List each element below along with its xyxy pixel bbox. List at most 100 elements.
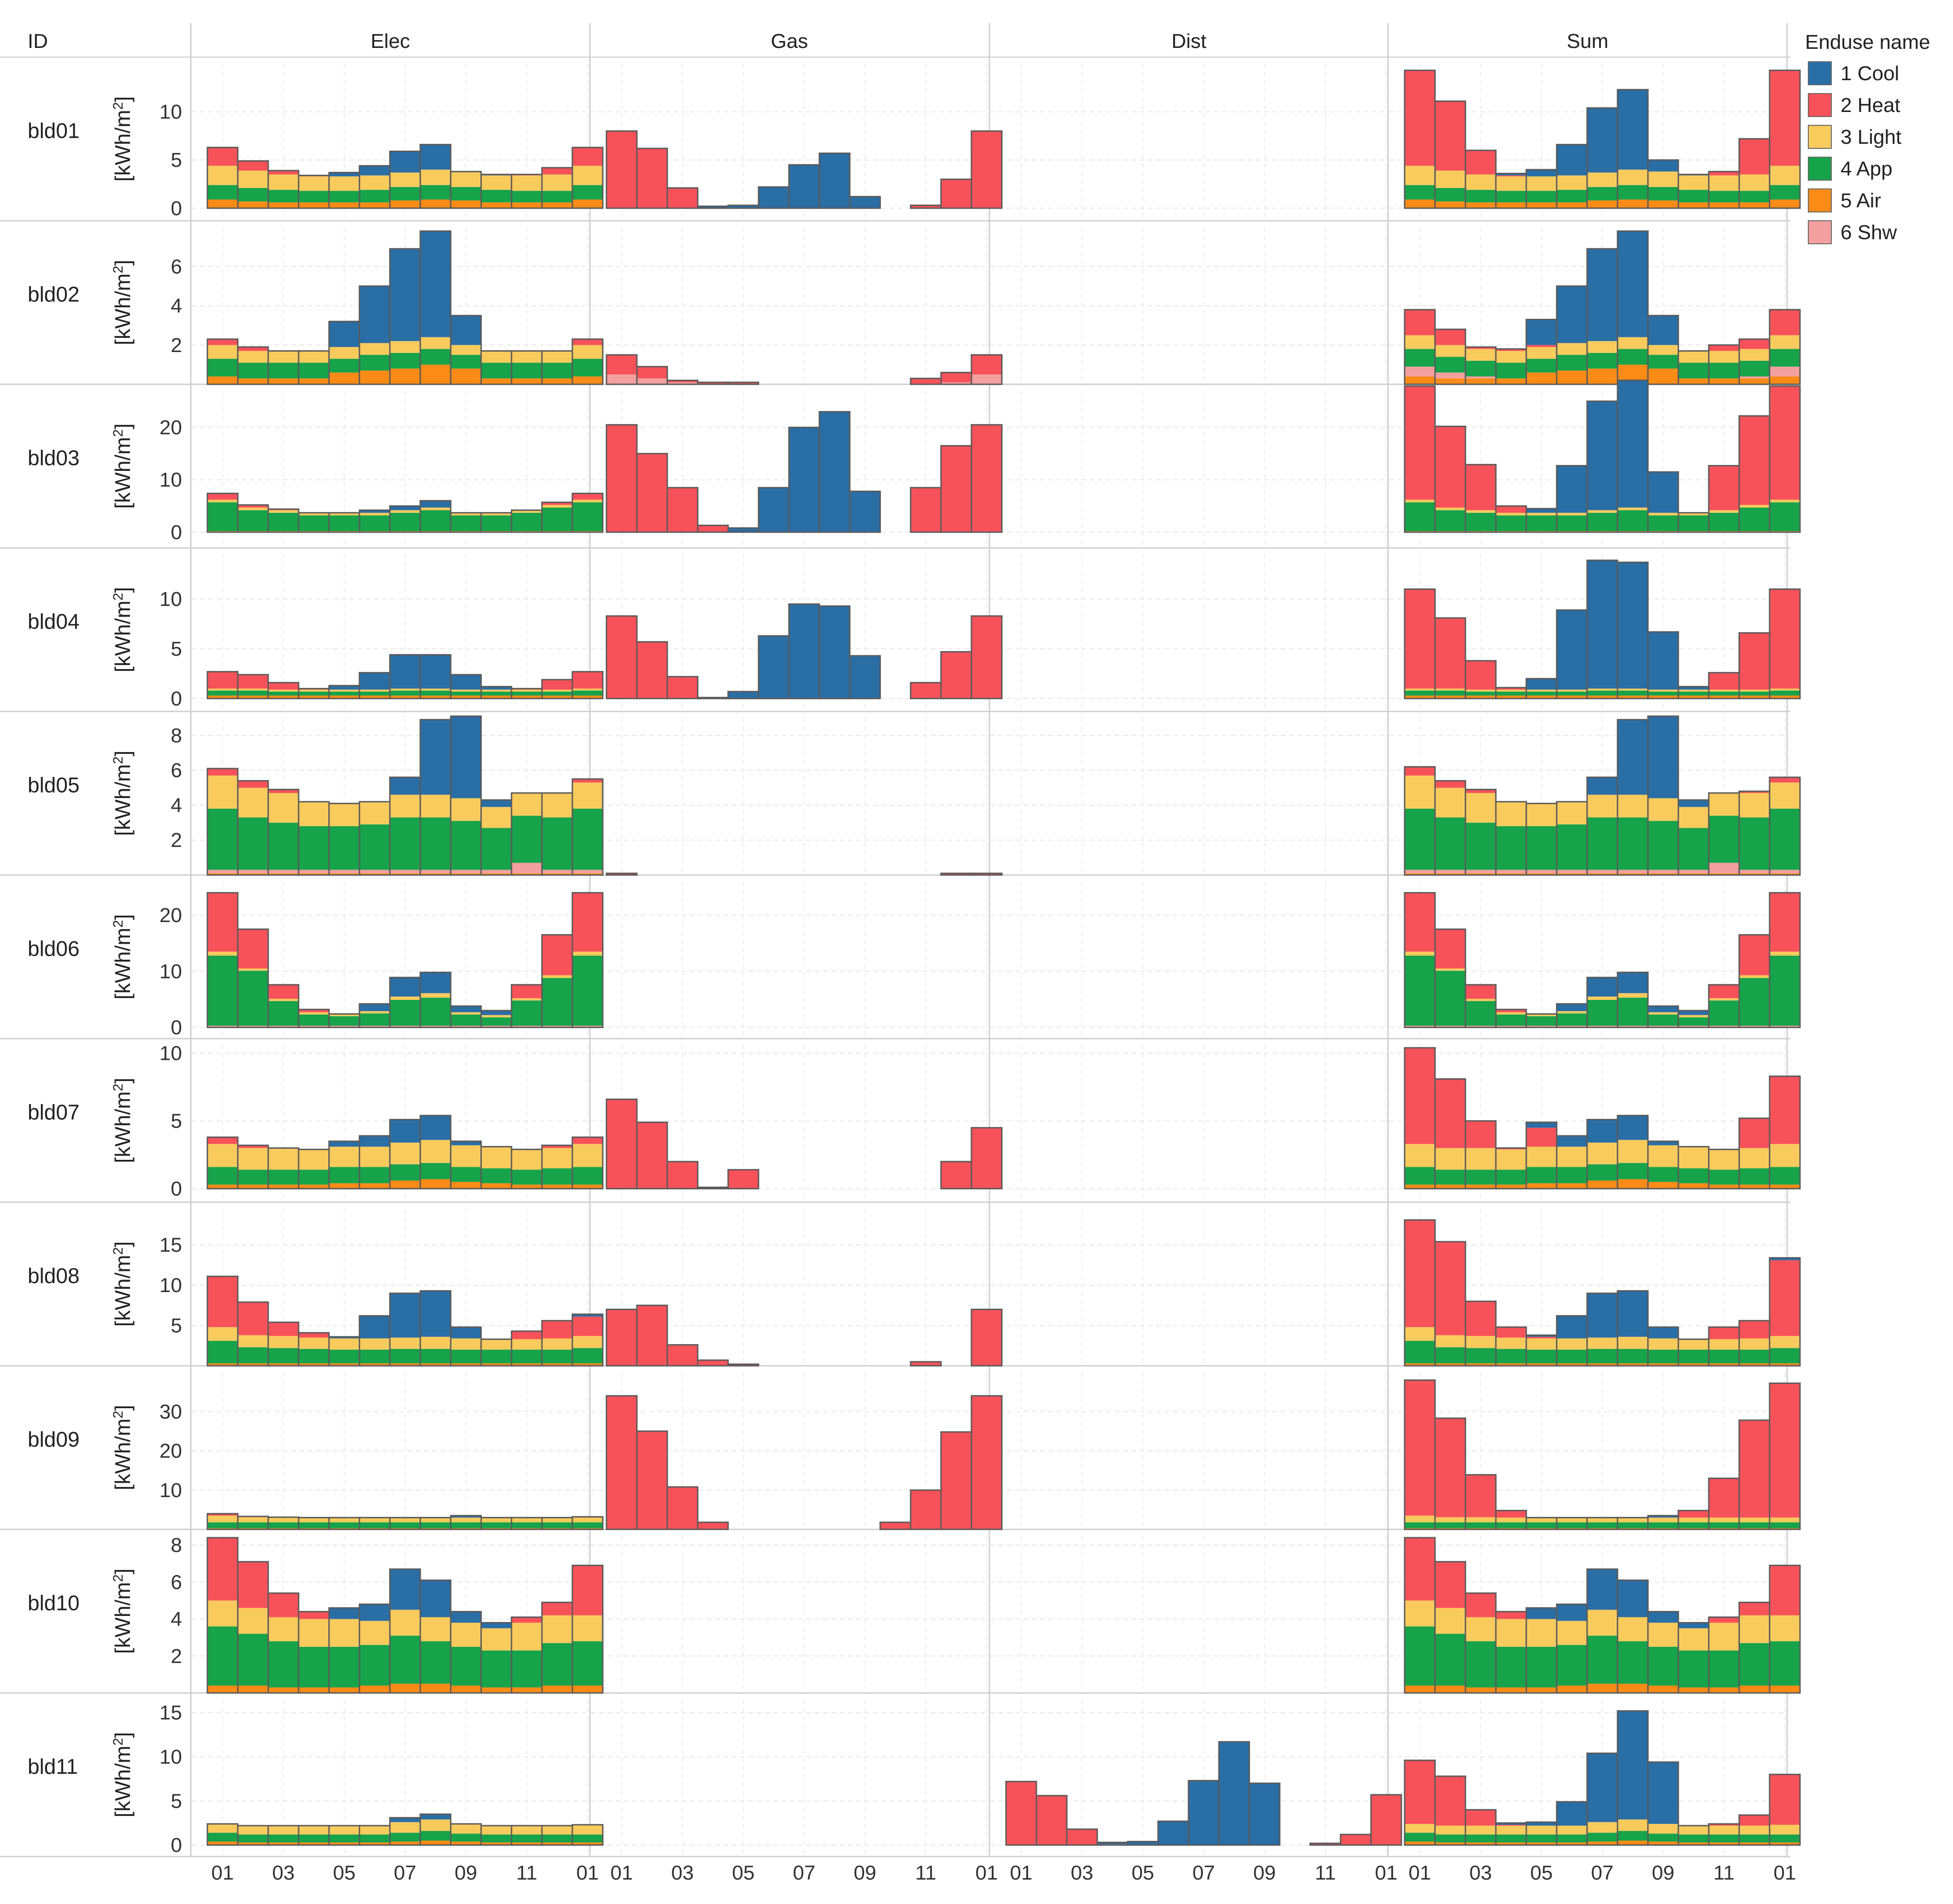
y-tick-label: 15 xyxy=(159,1234,182,1257)
bar-bld04-sum-11-air xyxy=(1709,695,1739,699)
bar-bld02-sum-01-air xyxy=(1770,376,1800,384)
bar-bld05-sum-01-app xyxy=(1405,809,1435,870)
bar-bld02-sum-06-air xyxy=(1557,370,1587,384)
bar-bld10-elec-01-light xyxy=(207,1600,238,1627)
bar-bld07-elec-01-app xyxy=(572,1167,603,1185)
bar-bld07-sum-03-air xyxy=(1465,1184,1496,1189)
column-header-gas: Gas xyxy=(771,30,808,53)
bar-bld09-sum-01-heat xyxy=(1405,1380,1435,1516)
bar-bld11-dist-04-cool xyxy=(1097,1842,1128,1845)
bar-bld02-elec-02-heat xyxy=(238,347,268,351)
bar-bld01-elec-01-air xyxy=(572,199,603,208)
bar-bld10-sum-07-app xyxy=(1587,1635,1618,1684)
bar-outline xyxy=(1769,1257,1801,1367)
bar-bld08-sum-03-app xyxy=(1465,1348,1496,1363)
bar-bld01-sum-01-light xyxy=(1770,165,1800,185)
bar-bld01-elec-12-light xyxy=(542,174,572,191)
bar-bld06-elec-03-shw xyxy=(268,1025,299,1028)
bar-bld02-sum-07-app xyxy=(1587,353,1618,369)
bar-bld01-sum-09-light xyxy=(1648,171,1678,187)
bar-bld10-elec-08-air xyxy=(420,1683,451,1693)
bar-bld07-sum-12-light xyxy=(1739,1148,1770,1169)
bar-bld05-elec-01-light xyxy=(207,776,238,809)
bar-bld11-dist-07-cool xyxy=(1188,1781,1219,1845)
bar-bld10-sum-07-light xyxy=(1587,1610,1618,1636)
row-label-bld04: bld04 xyxy=(28,610,80,634)
bar-bld08-elec-04-light xyxy=(299,1337,329,1349)
bar-bld07-sum-02-app xyxy=(1435,1169,1465,1185)
bar-bld01-elec-02-light xyxy=(238,170,268,188)
bar-bld06-elec-01-light xyxy=(207,952,238,956)
bar-bld01-elec-01-heat xyxy=(572,147,603,166)
bar-bld11-elec-05-light xyxy=(329,1825,359,1835)
bar-bld02-sum-05-heat xyxy=(1526,345,1557,347)
bar-bld10-sum-10-air xyxy=(1678,1687,1709,1693)
bar-bld08-sum-05-cool xyxy=(1526,1335,1557,1337)
bar-bld11-sum-01-app xyxy=(1770,1834,1800,1843)
bar-bld06-sum-06-cool xyxy=(1557,1004,1587,1011)
bar-bld06-sum-07-shw xyxy=(1587,1025,1618,1028)
bar-outline xyxy=(1434,928,1466,1028)
bar-bld07-elec-11-air xyxy=(512,1184,542,1189)
bar-bld06-sum-04-app xyxy=(1496,1014,1526,1026)
x-tick-label: 11 xyxy=(915,1862,936,1884)
bar-bld06-elec-06-shw xyxy=(359,1025,390,1028)
bar-bld10-sum-02-light xyxy=(1435,1608,1465,1634)
bar-bld11-dist-03-heat xyxy=(1067,1829,1097,1845)
bar-bld04-gas-12-heat xyxy=(941,652,971,699)
bar-bld06-elec-01-shw xyxy=(207,1025,238,1028)
bar-bld02-elec-09-cool xyxy=(451,315,481,345)
bar-bld02-elec-08-light xyxy=(420,337,451,349)
bar-bld10-sum-11-light xyxy=(1709,1622,1739,1651)
bar-bld05-elec-10-light xyxy=(481,807,512,828)
bar-bld04-sum-05-cool xyxy=(1526,678,1557,690)
bar-bld04-sum-10-light xyxy=(1678,689,1709,692)
bar-bld07-sum-10-light xyxy=(1678,1146,1709,1169)
bar-bld04-elec-01-heat xyxy=(572,671,603,689)
bar-bld05-elec-01-air xyxy=(572,873,603,875)
bar-bld11-sum-07-app xyxy=(1587,1833,1618,1842)
bar-bld10-sum-06-air xyxy=(1557,1685,1587,1693)
y-tick-label: 6 xyxy=(171,759,182,782)
bar-bld07-gas-05-heat xyxy=(728,1169,759,1189)
bar-outline xyxy=(818,153,851,209)
bar-bld03-elec-04-light xyxy=(299,512,329,516)
bar-bld08-elec-11-app xyxy=(512,1350,542,1363)
bar-bld01-sum-04-air xyxy=(1496,202,1526,208)
bar-bld06-elec-03-app xyxy=(268,1001,299,1026)
bar-bld10-sum-11-app xyxy=(1709,1650,1739,1687)
bar-bld07-elec-02-air xyxy=(238,1184,268,1189)
bar-bld09-elec-02-app xyxy=(238,1522,268,1528)
bar-bld10-elec-07-light xyxy=(390,1610,420,1636)
bar-bld04-sum-09-light xyxy=(1648,689,1678,692)
bar-bld02-elec-04-light xyxy=(299,351,329,363)
bar-bld09-sum-03-heat xyxy=(1465,1475,1496,1517)
bar-bld02-sum-10-light xyxy=(1678,351,1709,363)
bar-bld08-elec-06-light xyxy=(359,1338,390,1350)
bar-bld03-sum-02-app xyxy=(1435,510,1465,531)
bar-bld01-elec-08-air xyxy=(420,199,451,208)
bar-bld07-elec-10-air xyxy=(481,1183,512,1189)
bar-bld08-sum-02-app xyxy=(1435,1347,1465,1363)
bar-outline xyxy=(1647,1761,1679,1846)
bar-bld02-elec-11-app xyxy=(512,363,542,379)
bar-bld02-elec-03-app xyxy=(268,363,299,379)
bar-bld04-elec-03-air xyxy=(268,695,299,699)
bar-bld06-sum-07-light xyxy=(1587,996,1618,1000)
bar-bld06-sum-07-app xyxy=(1587,999,1618,1026)
bar-bld07-elec-08-light xyxy=(420,1140,451,1163)
bar-bld09-sum-03-light xyxy=(1465,1517,1496,1522)
bar-bld06-sum-09-light xyxy=(1648,1012,1678,1015)
bar-bld06-elec-04-app xyxy=(299,1014,329,1026)
bar-bld10-elec-01-air xyxy=(207,1685,238,1693)
bar-bld04-sum-09-cool xyxy=(1648,632,1678,690)
bar-bld07-elec-08-app xyxy=(420,1163,451,1180)
bar-bld06-elec-12-shw xyxy=(542,1025,572,1028)
bar-bld07-elec-09-cool xyxy=(451,1141,481,1146)
bar-bld11-elec-07-air xyxy=(390,1841,420,1845)
bar-bld03-sum-02-heat xyxy=(1435,426,1465,508)
bar-bld10-elec-04-light xyxy=(299,1619,329,1647)
bar-bld03-sum-10-app xyxy=(1678,515,1709,531)
bar-bld03-sum-12-light xyxy=(1739,505,1770,508)
bar-bld11-elec-01-air xyxy=(207,1841,238,1845)
